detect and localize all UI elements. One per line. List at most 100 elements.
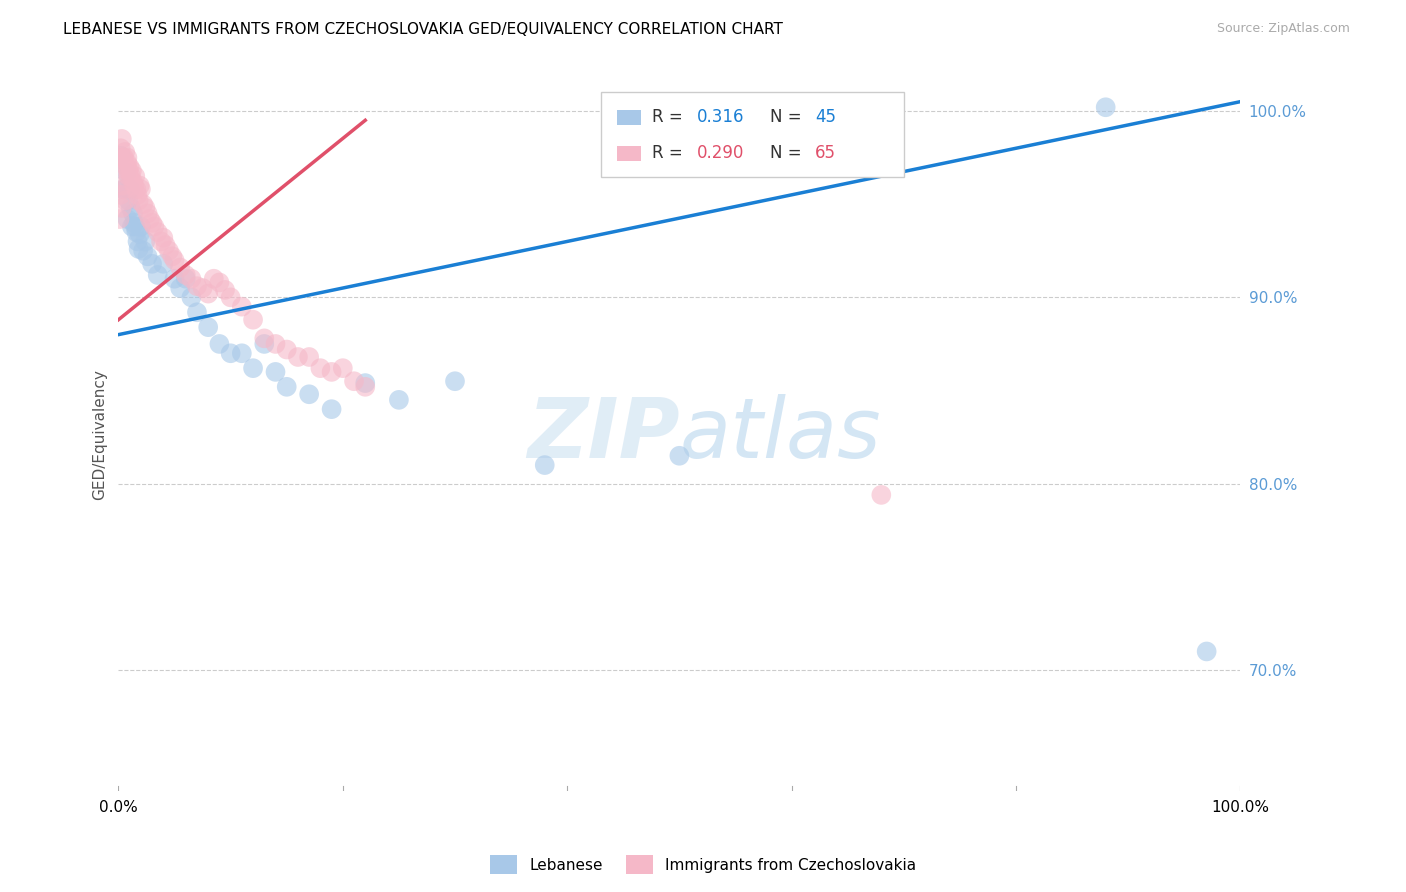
Point	[125, 182, 148, 196]
Point	[444, 374, 467, 388]
Point	[253, 337, 276, 351]
Point	[134, 235, 156, 249]
Point	[287, 350, 309, 364]
Point	[242, 361, 264, 376]
Point	[141, 216, 163, 230]
Point	[114, 194, 136, 208]
Point	[231, 300, 253, 314]
Bar	[617, 110, 641, 125]
Point	[214, 283, 236, 297]
Point	[122, 216, 145, 230]
Point	[388, 392, 411, 407]
Point	[114, 182, 136, 196]
Point	[332, 361, 354, 376]
Text: N =: N =	[770, 145, 807, 162]
Point	[208, 276, 231, 290]
Point	[264, 337, 287, 351]
Point	[112, 182, 135, 196]
Point	[668, 449, 690, 463]
Point	[132, 197, 155, 211]
Point	[354, 380, 377, 394]
Point	[197, 320, 219, 334]
Point	[143, 219, 166, 234]
Point	[128, 178, 150, 193]
Point	[117, 156, 139, 170]
Point	[121, 219, 143, 234]
Point	[152, 230, 174, 244]
Point	[120, 201, 142, 215]
Text: atlas: atlas	[679, 394, 882, 475]
Point	[136, 249, 159, 263]
Point	[219, 346, 242, 360]
Text: R =: R =	[652, 109, 689, 127]
Point	[157, 244, 180, 258]
Point	[127, 235, 149, 249]
Point	[208, 337, 231, 351]
Point	[354, 376, 377, 390]
Point	[186, 305, 208, 319]
Point	[117, 194, 139, 208]
Point	[121, 163, 143, 178]
Text: 65: 65	[815, 145, 837, 162]
Point	[111, 178, 134, 193]
Point	[124, 219, 146, 234]
Text: N =: N =	[770, 109, 807, 127]
Point	[115, 160, 138, 174]
Point	[136, 206, 159, 220]
Point	[111, 132, 134, 146]
Point	[146, 225, 169, 239]
Point	[110, 149, 132, 163]
Point	[118, 160, 141, 174]
Point	[321, 402, 343, 417]
Point	[117, 151, 139, 165]
Point	[124, 169, 146, 184]
Point	[197, 286, 219, 301]
Point	[533, 458, 555, 472]
Point	[127, 187, 149, 202]
Point	[253, 331, 276, 345]
Point	[117, 163, 139, 178]
Point	[125, 225, 148, 239]
Point	[186, 279, 208, 293]
Point	[219, 290, 242, 304]
Point	[111, 201, 134, 215]
Legend: Lebanese, Immigrants from Czechoslovakia: Lebanese, Immigrants from Czechoslovakia	[484, 849, 922, 880]
Point	[298, 387, 321, 401]
Point	[180, 290, 202, 304]
Point	[114, 145, 136, 159]
Y-axis label: GED/Equivalency: GED/Equivalency	[93, 369, 107, 500]
Point	[141, 257, 163, 271]
Point	[122, 206, 145, 220]
Bar	[600, 92, 904, 178]
Point	[110, 141, 132, 155]
Point	[174, 268, 197, 282]
Point	[108, 151, 131, 165]
Text: R =: R =	[652, 145, 689, 162]
Point	[169, 260, 191, 275]
Point	[174, 271, 197, 285]
Point	[111, 151, 134, 165]
Point	[321, 365, 343, 379]
Text: Source: ZipAtlas.com: Source: ZipAtlas.com	[1216, 22, 1350, 36]
Point	[129, 182, 152, 196]
Point	[111, 182, 134, 196]
Point	[128, 227, 150, 241]
Point	[118, 182, 141, 196]
Point	[132, 244, 155, 258]
Point	[155, 238, 177, 252]
Point	[163, 253, 186, 268]
Point	[343, 374, 366, 388]
Bar	[617, 145, 641, 161]
Text: 45: 45	[815, 109, 837, 127]
Point	[1094, 100, 1116, 114]
Point	[276, 343, 298, 357]
Point	[309, 361, 332, 376]
Point	[129, 219, 152, 234]
Point	[112, 151, 135, 165]
Point	[146, 268, 169, 282]
Text: 0.316: 0.316	[697, 109, 745, 127]
Point	[163, 271, 186, 285]
Point	[128, 242, 150, 256]
Point	[180, 271, 202, 285]
Point	[108, 212, 131, 227]
